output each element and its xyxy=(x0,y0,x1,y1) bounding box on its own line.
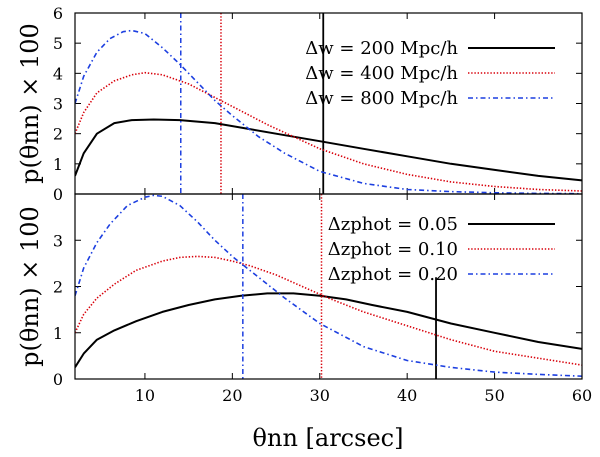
y-axis-label: p(θnn) × 100 xyxy=(16,206,44,367)
axis-labels: θnn [arcsec] xyxy=(253,424,404,452)
plot-area xyxy=(75,13,582,194)
series-line xyxy=(75,194,582,377)
x-tick-label: 10 xyxy=(135,386,155,405)
legend-label: Δzphot = 0.20 xyxy=(328,264,458,285)
y-tick-label: 0 xyxy=(53,370,63,389)
series-line xyxy=(75,255,582,366)
panel-frame xyxy=(74,193,583,380)
x-tick-label: 50 xyxy=(484,386,504,405)
y-tick-label: 6 xyxy=(53,4,63,23)
y-tick-label: 3 xyxy=(53,95,63,114)
series-line xyxy=(75,71,582,192)
series-line xyxy=(75,292,582,368)
x-tick-label: 60 xyxy=(572,386,592,405)
y-tick-label: 2 xyxy=(53,125,63,144)
y-tick-label: 1 xyxy=(53,155,63,174)
legend-label: Δzphot = 0.10 xyxy=(328,239,458,260)
plot-area xyxy=(75,194,582,379)
legend-label: Δzphot = 0.05 xyxy=(328,214,458,235)
y-tick-label: 5 xyxy=(53,34,63,53)
y-tick-label: 0 xyxy=(53,185,63,204)
top-panel: 0 1 2 3 4 5 6 Δw = 200 Mpc/h Δw = 400 Mpc/h Δw = … xyxy=(16,4,583,204)
y-tick-label: 1 xyxy=(53,324,63,343)
x-tick-label: 40 xyxy=(397,386,417,405)
legend-label: Δw = 200 Mpc/h xyxy=(305,38,458,59)
x-tick-label: 20 xyxy=(222,386,242,405)
series-line xyxy=(75,29,582,194)
y-tick-label: 4 xyxy=(53,64,63,83)
y-axis-label: p(θnn) × 100 xyxy=(16,23,44,184)
x-tick-label: 30 xyxy=(310,386,330,405)
series-line xyxy=(75,118,582,182)
x-axis-label: θnn [arcsec] xyxy=(253,424,404,452)
y-tick-label: 2 xyxy=(53,278,63,297)
legend-label: Δw = 400 Mpc/h xyxy=(305,63,458,84)
legend-label: Δw = 800 Mpc/h xyxy=(305,88,458,109)
y-tick-label: 3 xyxy=(53,231,63,250)
bottom-panel: 10 20 30 40 50 60 0 1 2 3 Δzphot = 0.05 Δzphot = 0.… xyxy=(16,193,592,405)
